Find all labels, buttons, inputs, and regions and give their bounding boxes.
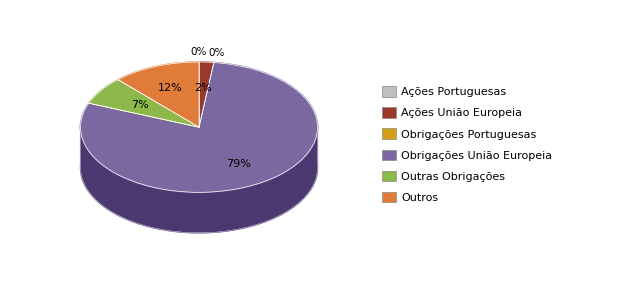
Text: 7%: 7% [132,100,149,110]
Legend: Ações Portuguesas, Ações União Europeia, Obrigações Portuguesas, Obrigações Uniã: Ações Portuguesas, Ações União Europeia,… [378,82,557,207]
Polygon shape [80,124,318,233]
Ellipse shape [80,103,318,233]
Polygon shape [118,62,199,127]
Text: 79%: 79% [226,159,250,168]
Text: 0%: 0% [208,48,224,58]
Text: 0%: 0% [191,47,207,57]
Text: 12%: 12% [159,83,183,93]
Text: 2%: 2% [195,83,213,93]
Polygon shape [89,80,199,127]
Polygon shape [199,62,214,127]
Polygon shape [80,62,318,192]
